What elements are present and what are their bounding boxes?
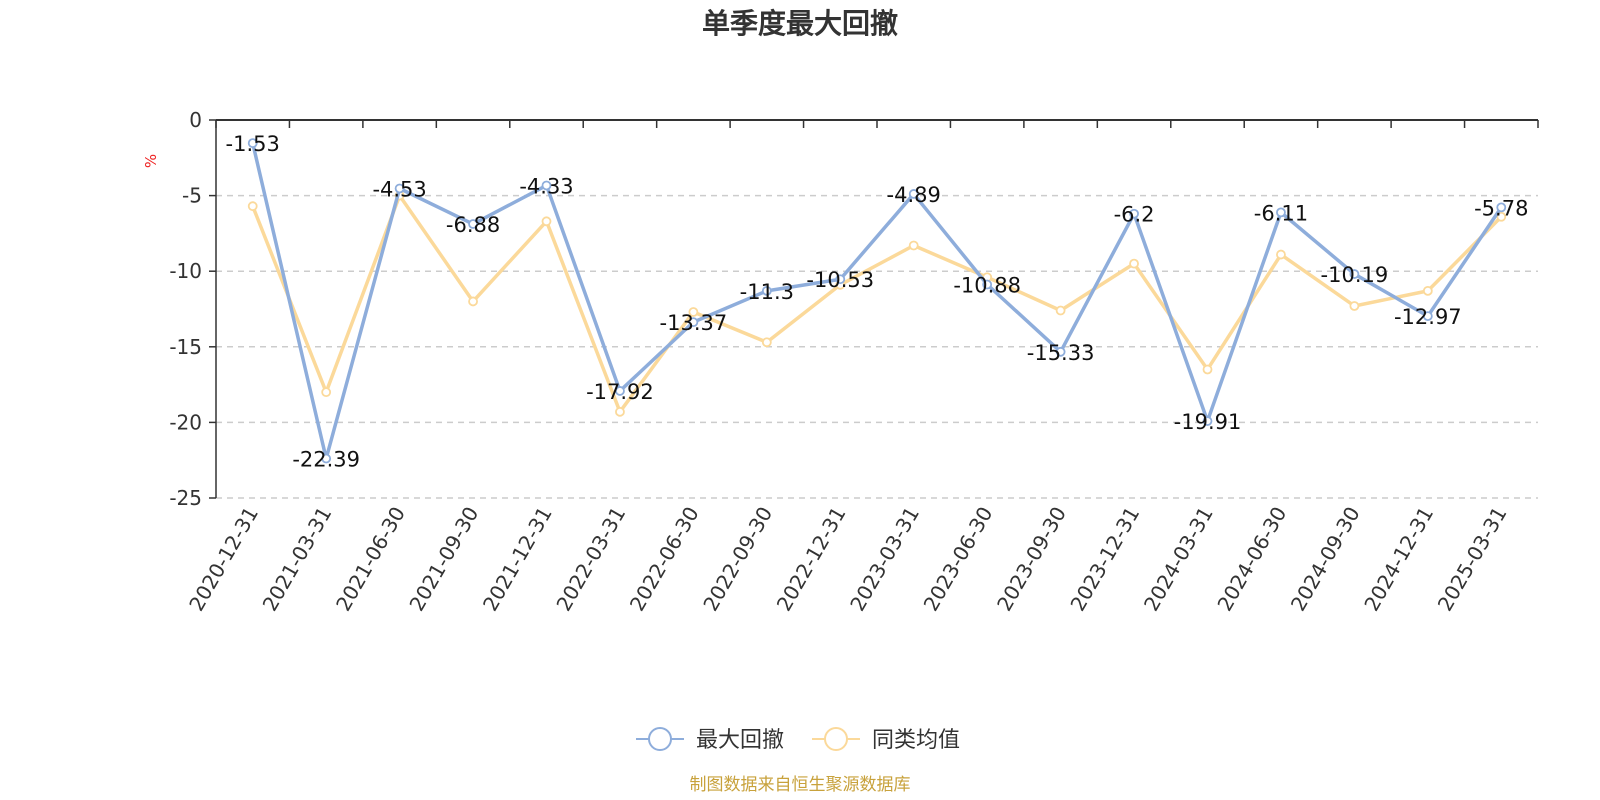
series-1	[247, 190, 1507, 417]
data-point	[1422, 311, 1433, 322]
series-0	[247, 138, 1507, 464]
x-tick-label: 2025-03-31	[1433, 503, 1512, 616]
data-point	[1349, 301, 1360, 311]
x-tick-label: 2023-03-31	[845, 502, 924, 615]
x-tick-label: 2023-06-30	[919, 503, 998, 616]
data-point	[1349, 269, 1360, 279]
data-point	[908, 240, 919, 251]
data-point	[468, 296, 478, 307]
y-tick-label: 0	[189, 108, 202, 132]
data-point	[761, 337, 772, 348]
data-point	[1202, 416, 1213, 426]
data-point	[247, 201, 258, 212]
legend-label: 最大回撤	[696, 728, 784, 753]
x-tick-label: 2020-12-31	[184, 503, 263, 616]
y-tick-label: -20	[169, 410, 202, 434]
y-tick-label: -15	[169, 335, 202, 359]
data-label: -12.97	[1394, 305, 1462, 329]
data-label: -4.33	[519, 174, 573, 198]
x-tick-label: 2024-12-31	[1359, 503, 1438, 616]
data-label: -6.2	[1114, 203, 1155, 227]
grid-lines	[216, 194, 1538, 499]
x-tick-label: 2022-06-30	[625, 503, 704, 616]
data-label: -10.19	[1321, 263, 1389, 287]
x-tick-label: 2024-09-30	[1286, 503, 1365, 616]
legend-marker	[824, 727, 848, 751]
x-tick-label: 2022-12-31	[772, 503, 851, 616]
legend: 最大回撤 同类均值	[636, 727, 960, 753]
x-tick-label: 2024-03-31	[1139, 503, 1218, 616]
data-point	[247, 138, 258, 149]
x-tick-label: 2023-09-30	[992, 503, 1071, 616]
y-tick-label: -25	[169, 486, 202, 510]
series-line	[251, 142, 1503, 461]
legend-marker	[648, 727, 672, 751]
data-point	[1276, 249, 1286, 260]
data-point	[394, 183, 405, 194]
y-unit-label: %	[142, 154, 160, 168]
legend-label: 同类均值	[872, 728, 960, 753]
series-layer	[247, 138, 1507, 464]
x-tick-label: 2021-12-31	[478, 503, 557, 616]
x-tick-label: 2022-03-31	[551, 503, 630, 616]
data-point	[321, 387, 332, 398]
data-point	[1422, 285, 1433, 296]
data-point	[688, 307, 699, 317]
data-point	[1496, 202, 1507, 213]
data-label: -10.53	[806, 268, 874, 292]
data-point	[541, 180, 552, 191]
source-note: 制图数据来自恒生聚源数据库	[690, 775, 911, 795]
data-point	[1055, 346, 1066, 357]
data-point	[1276, 207, 1286, 218]
data-label: -17.92	[586, 380, 654, 404]
data-point	[908, 189, 919, 199]
data-point	[761, 285, 772, 296]
x-tick-label: 2023-12-31	[1065, 503, 1144, 616]
data-point	[615, 406, 625, 417]
data-point	[321, 453, 332, 464]
x-tick-label: 2024-06-30	[1212, 503, 1291, 616]
data-label: -4.53	[372, 177, 426, 201]
data-point	[688, 317, 699, 328]
data-label: -5.78	[1474, 196, 1528, 220]
data-label: -19.91	[1174, 410, 1242, 434]
x-tick-label: 2021-06-30	[331, 502, 410, 615]
data-labels: -1.53 -22.39 -4.53 -6.88 -4.33 -17.92 -13.37 -1…	[226, 132, 1529, 471]
data-point	[468, 219, 478, 229]
y-tick-label: -10	[169, 259, 202, 283]
data-point	[615, 386, 625, 396]
data-point	[1129, 258, 1139, 269]
data-point	[1202, 364, 1213, 375]
data-point	[1496, 211, 1507, 222]
data-point	[541, 216, 552, 227]
data-label: -4.89	[887, 183, 941, 207]
x-tick-label: 2021-09-30	[404, 503, 483, 616]
data-point	[982, 279, 993, 290]
data-label: -15.33	[1027, 341, 1095, 365]
data-label: -1.53	[226, 132, 280, 156]
y-tick-label: -5	[182, 184, 202, 208]
chart-title: 单季度最大回撤	[702, 7, 898, 40]
data-label: -6.11	[1254, 201, 1308, 225]
data-label: -10.88	[953, 274, 1021, 298]
data-label: -11.3	[740, 280, 794, 304]
data-point	[835, 274, 846, 285]
x-tick-label: 2021-03-31	[258, 503, 337, 616]
data-point	[1055, 305, 1066, 316]
data-label: -22.39	[292, 448, 360, 472]
x-tick-label: 2022-09-30	[698, 503, 777, 616]
data-point	[1129, 208, 1139, 219]
data-label: -6.88	[446, 213, 500, 237]
series-line	[251, 193, 1503, 414]
data-label: -13.37	[660, 311, 728, 335]
